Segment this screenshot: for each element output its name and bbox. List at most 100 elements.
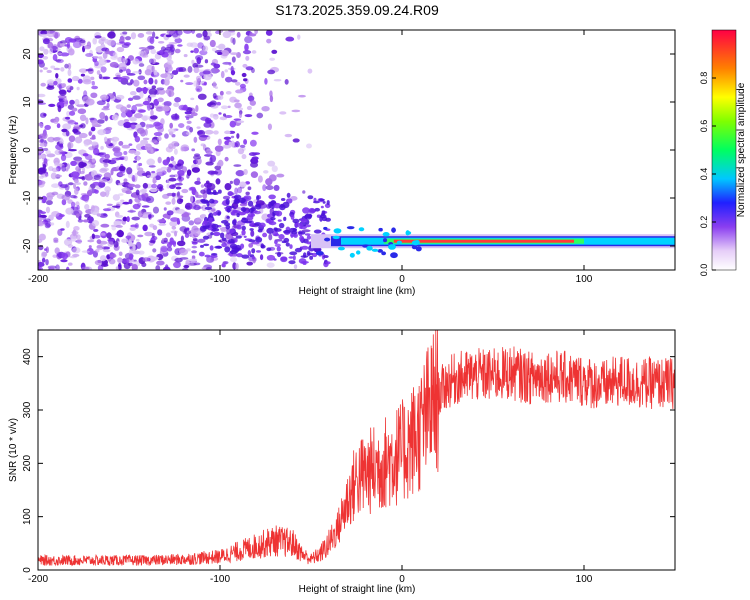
spectrogram-blob xyxy=(245,191,250,196)
spectrogram-blob xyxy=(99,191,107,197)
spectrogram-blob xyxy=(127,97,134,102)
colorbar-tick-label: 0.4 xyxy=(699,168,709,181)
spectrogram-blob xyxy=(57,95,67,99)
spectrogram-blob xyxy=(146,174,151,178)
spectrogram-blob xyxy=(135,60,143,64)
spectrogram-blob xyxy=(68,135,76,143)
spectrogram-blob xyxy=(45,258,49,266)
spectrogram-blob xyxy=(46,85,55,90)
spectrogram-blob xyxy=(148,77,154,85)
spectrogram-blob xyxy=(149,115,158,120)
spectrogram-blob xyxy=(46,200,53,206)
spectrogram-blob xyxy=(224,115,233,118)
spectrogram-blob xyxy=(159,49,164,55)
spectrogram-blob xyxy=(212,211,218,216)
spectrogram-blob xyxy=(225,224,231,230)
spectrogram-blob xyxy=(100,223,110,228)
spectrogram-blob xyxy=(187,66,193,73)
spectrogram-blob xyxy=(126,110,133,118)
spectrogram-blob xyxy=(288,260,296,265)
spectrogram-blob xyxy=(212,191,219,195)
spectrogram-blob xyxy=(280,256,288,263)
spectrogram-blob xyxy=(88,245,92,249)
spectrogram-blob xyxy=(269,57,276,61)
spectrogram-blob xyxy=(155,36,159,39)
spectrogram-blob xyxy=(38,233,46,241)
spectrogram-blob xyxy=(148,58,154,64)
spectrogram-blob xyxy=(99,255,107,262)
spectrogram-blob xyxy=(50,266,55,270)
spectrogram-blob xyxy=(234,187,238,195)
spectrogram-blob xyxy=(209,245,214,251)
spectrogram-blob xyxy=(38,217,44,221)
spectrogram-blob xyxy=(52,137,61,141)
spectrogram-blob xyxy=(118,141,124,146)
spectrogram-blob xyxy=(309,255,314,260)
spectrogram-blob xyxy=(180,79,184,83)
spectrogram-blob xyxy=(69,194,77,199)
spectrogram-blob xyxy=(80,73,86,77)
spectrogram-blob xyxy=(388,244,396,250)
spectrogram-blob xyxy=(238,197,246,204)
spectrogram-blob xyxy=(186,227,190,231)
spectrogram-blob xyxy=(38,102,46,105)
spectrogram-blob xyxy=(39,46,45,52)
spectrogram-blob xyxy=(111,136,120,142)
spectrogram-blob xyxy=(116,230,124,238)
spectrogram-blob xyxy=(78,132,88,139)
spectrogram-blob xyxy=(85,52,94,58)
spectrogram-blob xyxy=(396,240,402,245)
spectrogram-blob xyxy=(229,52,239,56)
spectrogram-blob xyxy=(235,263,239,270)
spectrogram-blob xyxy=(243,169,248,176)
spectrogram-blob xyxy=(100,145,104,150)
spectrogram-blob xyxy=(203,73,212,81)
colorbar-tick-label: 0.0 xyxy=(699,264,709,277)
spectrogram-blob xyxy=(99,168,108,173)
spectrogram-blob xyxy=(167,246,173,252)
spectrogram-blob xyxy=(190,195,194,203)
spectrogram-blob xyxy=(378,227,383,232)
spectrogram-blob xyxy=(102,159,112,163)
spectrogram-blob xyxy=(46,69,52,74)
spectrogram-blob xyxy=(93,174,101,181)
spectrogram-blob xyxy=(355,250,361,255)
spectrogram-blob xyxy=(275,210,283,217)
spectrogram-blob xyxy=(285,36,295,42)
snr-x-label: Height of straight line (km) xyxy=(299,584,416,595)
spectrogram-blob xyxy=(217,95,224,100)
spectrogram-blob xyxy=(137,210,144,218)
spectrogram-blob xyxy=(46,30,51,35)
spectrogram-blob xyxy=(178,67,187,72)
colorbar: 0.0 0.2 0.4 0.6 0.8 Normalized spectral ampl… xyxy=(699,29,747,277)
spectrogram-blob xyxy=(223,136,232,140)
spectrogram-blob xyxy=(212,114,219,120)
spectrogram-blob xyxy=(239,181,247,188)
spectrogram-x-tick-label: -200 xyxy=(28,274,48,285)
spectrogram-blob xyxy=(265,218,272,224)
spectrogram-blob xyxy=(214,245,223,249)
spectrogram-blob xyxy=(165,201,172,205)
spectrogram-blob xyxy=(45,150,51,155)
spectrogram-blob xyxy=(169,122,174,129)
spectrogram-blob xyxy=(44,218,51,223)
spectrogram-blob xyxy=(145,195,155,204)
spectrogram-blob xyxy=(125,68,131,75)
spectrogram-blob xyxy=(284,79,289,85)
spectrogram-blob xyxy=(289,251,298,256)
spectrogram-blob xyxy=(126,167,133,175)
spectrogram-blob xyxy=(50,65,56,69)
spectrogram-blob xyxy=(76,238,82,245)
spectrogram-blob xyxy=(134,172,138,180)
spectrogram-y-tick-label: 10 xyxy=(22,96,33,108)
spectrogram-blob xyxy=(175,186,182,190)
spectrogram-blob xyxy=(290,234,297,237)
spectrogram-blob xyxy=(195,33,203,38)
spectrogram-blob xyxy=(90,141,99,146)
spectrogram-blob xyxy=(78,176,86,180)
spectrogram-blob xyxy=(146,158,155,166)
spectrogram-blob xyxy=(109,253,117,258)
spectrogram-blob xyxy=(277,219,282,222)
spectrogram-blob xyxy=(217,189,222,194)
spectrogram-blob xyxy=(278,234,285,240)
